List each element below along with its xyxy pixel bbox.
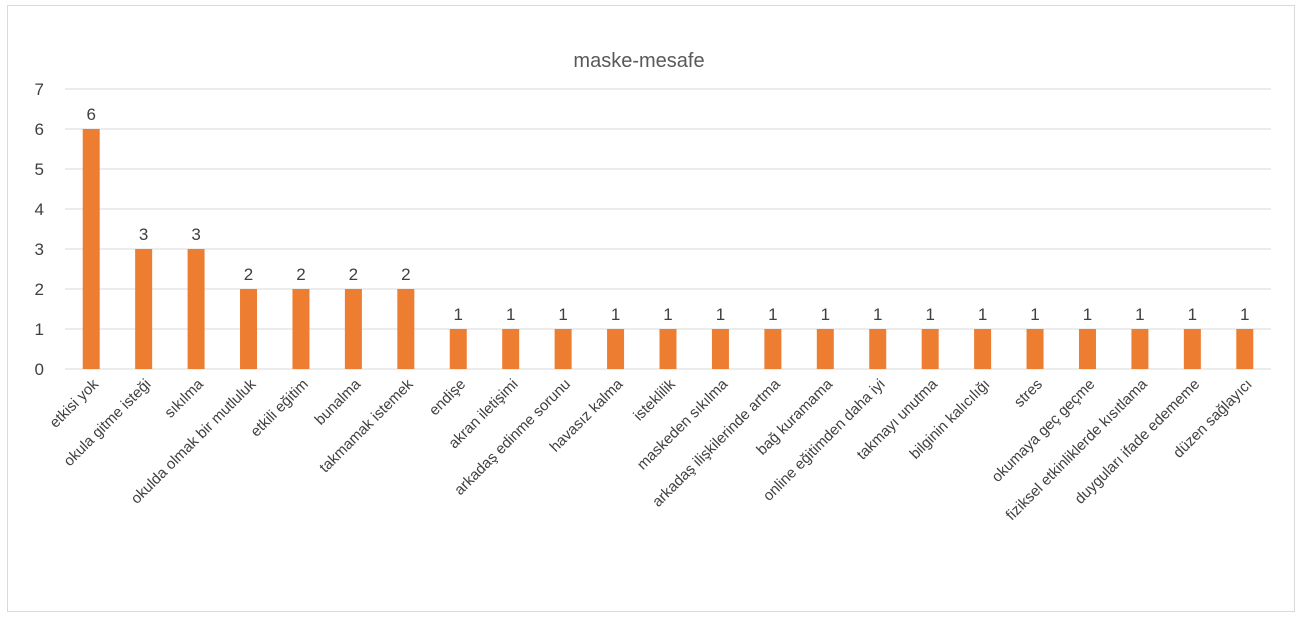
bar: [1131, 329, 1149, 369]
bar: [921, 329, 939, 369]
bar: [1183, 329, 1201, 369]
data-labels: 6 3 3 2 2 2 2 1 1 1 1 1 1 1 1 1 1 1 1 1 1 1 1: [86, 105, 1249, 324]
x-tick-label: isteklilik: [630, 375, 679, 424]
data-label: 1: [1240, 305, 1249, 324]
x-tick-label: takmamak istemek: [316, 375, 417, 476]
bar: [397, 289, 415, 369]
data-label: 2: [401, 265, 410, 284]
data-label: 1: [978, 305, 987, 324]
y-tick-label: 4: [35, 200, 44, 219]
bar: [1236, 329, 1254, 369]
bar: [502, 329, 520, 369]
bar: [607, 329, 625, 369]
y-tick-label: 0: [35, 360, 44, 379]
bar: [1078, 329, 1096, 369]
chart-frame: 0 1 2 3 4 5 6 7 6 3 3 2 2 2 2 1 1 1 1 1 1 1 1 1 1 1 1 1 1 1 1 etkisi …: [7, 5, 1295, 612]
bar: [344, 289, 362, 369]
data-label: 1: [768, 305, 777, 324]
data-label: 2: [296, 265, 305, 284]
y-tick-label: 3: [35, 240, 44, 259]
data-label: 2: [349, 265, 358, 284]
bar: [240, 289, 258, 369]
data-label: 1: [873, 305, 882, 324]
gridlines: [65, 88, 1271, 370]
y-tick-label: 7: [35, 80, 44, 99]
data-label: 6: [86, 105, 95, 124]
x-tick-label: maskeden sıkılma: [634, 375, 732, 473]
y-tick-label: 5: [35, 160, 44, 179]
data-label: 1: [716, 305, 725, 324]
bar: [82, 129, 100, 369]
data-label: 1: [663, 305, 672, 324]
bar: [711, 329, 729, 369]
chart-title: maske-mesafe: [573, 50, 704, 72]
x-tick-label: bunalma: [312, 375, 365, 428]
data-label: 1: [1135, 305, 1144, 324]
y-tick-label: 2: [35, 280, 44, 299]
data-label: 1: [506, 305, 515, 324]
bar: [974, 329, 992, 369]
data-label: 1: [454, 305, 463, 324]
bar: [816, 329, 834, 369]
bar: [292, 289, 310, 369]
data-label: 1: [1188, 305, 1197, 324]
x-tick-label: okumaya geç geçme: [988, 376, 1098, 486]
data-label: 2: [244, 265, 253, 284]
y-axis-tick-labels: 0 1 2 3 4 5 6 7: [35, 80, 44, 379]
data-label: 1: [1083, 305, 1092, 324]
data-label: 1: [558, 305, 567, 324]
data-label: 1: [925, 305, 934, 324]
data-label: 1: [1030, 305, 1039, 324]
bar: [869, 329, 887, 369]
x-tick-label: stres: [1011, 376, 1046, 411]
data-label: 1: [821, 305, 830, 324]
bars: [82, 129, 1254, 369]
bar: [1026, 329, 1044, 369]
y-tick-label: 6: [35, 120, 44, 139]
bar: [659, 329, 677, 369]
bar: [449, 329, 467, 369]
x-tick-label: endişe: [426, 376, 469, 419]
data-label: 1: [611, 305, 620, 324]
bar-chart: 0 1 2 3 4 5 6 7 6 3 3 2 2 2 2 1 1 1 1 1 1 1 1 1 1 1 1 1 1 1 1 etkisi …: [35, 50, 1271, 524]
y-tick-label: 1: [35, 320, 44, 339]
bar: [135, 249, 153, 369]
data-label: 3: [139, 225, 148, 244]
bar: [764, 329, 782, 369]
data-label: 3: [191, 225, 200, 244]
bar: [554, 329, 572, 369]
bar: [187, 249, 205, 369]
x-tick-label: sıkılma: [161, 375, 207, 421]
